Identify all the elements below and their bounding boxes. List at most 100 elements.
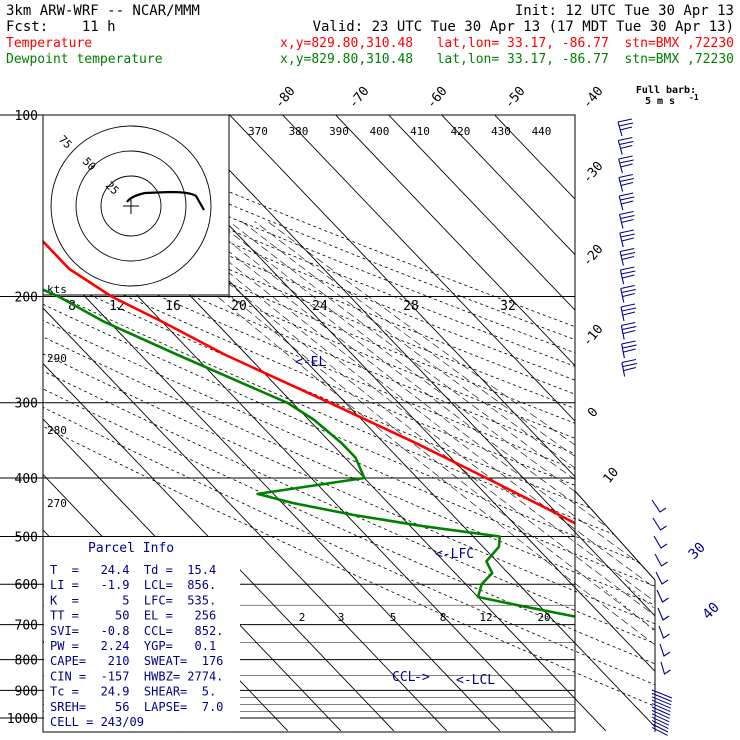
wind-barb — [618, 210, 635, 229]
theta-label-290: 290 — [47, 352, 67, 365]
theta-e-label-410: 410 — [410, 125, 430, 138]
wind-barb — [660, 661, 671, 675]
pressure-label-1000: 1000 — [7, 712, 38, 727]
mixing-ratio-labels: 2 3 5 8 12 20 — [299, 611, 551, 624]
parcel-info-title: Parcel Info — [88, 541, 174, 556]
parcel-info-row: PW = 2.24 YGP= 0.1 — [50, 639, 216, 653]
theta-e-label-420: 420 — [451, 125, 471, 138]
wind-barb — [651, 499, 667, 513]
wind-barb — [654, 553, 668, 567]
wind-barb — [652, 517, 667, 531]
wind-barb — [617, 136, 634, 155]
parcel-info-row: TT = 50 EL = 256 — [50, 609, 216, 623]
parcel-info-box: Parcel Info T = 24.4 Td = 15.4LI = -1.9 … — [44, 537, 240, 731]
speed-tick-20: 20 — [231, 299, 247, 314]
parcel-info-row: K = 5 LFC= 535. — [50, 593, 216, 607]
theta-e-labels: 370 380 390 400 410 420 430 440 — [248, 125, 551, 138]
wind-ring-label-30: 30 — [686, 540, 709, 563]
wind-barbs — [574, 118, 673, 736]
parcel-info-row: SREH= 56 LAPSE= 7.0 — [50, 700, 223, 714]
isotherm-label-10: 10 — [601, 465, 623, 487]
parcel-info-row: CIN = -157 HWBZ= 2774. — [50, 669, 223, 683]
wind-barb — [651, 726, 668, 736]
wind-ring-label-40: 40 — [700, 600, 723, 623]
wind-barb — [651, 716, 670, 726]
isotherm-label--60: -60 — [424, 84, 451, 112]
isotherm-label--40: -40 — [580, 84, 607, 112]
forecast-hour: Fcst: 11 h — [6, 19, 116, 35]
pressure-label-800: 800 — [15, 654, 38, 669]
wind-barb — [620, 284, 636, 303]
wind-barb — [656, 589, 669, 603]
parcel-info-row: SVI= -0.8 CCL= 852. — [50, 624, 223, 638]
wind-barb — [620, 303, 637, 322]
wind-barb — [651, 709, 670, 719]
model-title: 3km ARW-WRF -- NCAR/MMM — [6, 3, 200, 19]
isotherm-label--70: -70 — [346, 84, 373, 112]
wind-barb — [655, 571, 669, 585]
pressure-label-500: 500 — [15, 530, 38, 545]
pressure-label-200: 200 — [15, 291, 38, 306]
theta-label-270: 270 — [47, 497, 67, 510]
wind-barb — [620, 321, 637, 340]
barb-legend-exponent: -1 — [689, 93, 699, 102]
ccl-arrow: -> — [414, 670, 430, 685]
theta-e-label-430: 430 — [491, 125, 511, 138]
wind-barb — [651, 692, 672, 702]
speed-tick-12: 12 — [109, 299, 125, 314]
mixing-ratio-label-5: 5 — [390, 611, 397, 624]
theta-label-280: 280 — [47, 424, 67, 437]
wind-barb — [618, 155, 634, 174]
wind-barb — [657, 607, 670, 621]
theta-e-label-380: 380 — [289, 125, 309, 138]
wind-barb — [619, 266, 636, 285]
wind-barb — [618, 173, 635, 192]
hodograph-trace — [126, 190, 205, 211]
pressure-label-400: 400 — [15, 472, 38, 487]
speed-tick-32: 32 — [500, 299, 516, 314]
el-marker: <-EL — [295, 355, 326, 370]
valid-time: Valid: 23 UTC Tue 30 Apr 13 (17 MDT Tue … — [313, 19, 734, 35]
wind-barb — [618, 192, 635, 211]
wind-barb — [651, 723, 669, 733]
wind-barb — [653, 535, 668, 549]
mixing-ratio-label-12: 12 — [479, 611, 492, 624]
wind-barb — [651, 720, 669, 730]
speed-tick-24: 24 — [312, 299, 328, 314]
wind-barb — [619, 229, 635, 248]
wind-barb — [658, 625, 670, 639]
wind-barb — [651, 703, 671, 713]
isotherm-label--80: -80 — [272, 84, 299, 112]
dewpoint-trace — [43, 288, 575, 618]
speed-tick-16: 16 — [165, 299, 181, 314]
wind-barb — [651, 689, 673, 699]
temperature-location: x,y=829.80,310.48 lat,lon= 33.17, -86.77… — [280, 36, 734, 51]
temperature-label: Temperature — [6, 36, 92, 51]
temperature-trace — [43, 239, 575, 525]
speed-tick-8: 8 — [68, 299, 76, 314]
isotherm-label--20: -20 — [580, 242, 607, 270]
wind-barb — [621, 340, 637, 359]
pressure-label-300: 300 — [15, 397, 38, 412]
mixing-ratio-label-3: 3 — [338, 611, 345, 624]
mixing-ratio-label-8: 8 — [440, 611, 447, 624]
theta-e-label-390: 390 — [329, 125, 349, 138]
theta-e-label-440: 440 — [532, 125, 552, 138]
pressure-label-100: 100 — [15, 109, 38, 124]
wind-barb — [621, 358, 638, 377]
parcel-info-row: Tc = 24.9 SHEAR= 5. — [50, 685, 216, 699]
plot-frame — [42, 114, 576, 733]
init-time: Init: 12 UTC Tue 30 Apr 13 — [515, 3, 734, 19]
pressure-label-900: 900 — [15, 684, 38, 699]
parcel-info-row: CAPE= 210 SWEAT= 176 — [50, 654, 223, 668]
parcel-info-row: LI = -1.9 LCL= 856. — [50, 578, 216, 592]
theta-e-label-370: 370 — [248, 125, 268, 138]
isotherm-labels: -80 -70 -60 -50 -40 -30 -20 -10 0 10 — [272, 84, 622, 487]
wind-barb — [617, 118, 634, 137]
lfc-marker: <-LFC — [435, 547, 474, 562]
isotherm-label--50: -50 — [502, 84, 529, 112]
sounding-traces — [43, 239, 575, 618]
isotherm-label--10: -10 — [580, 322, 607, 350]
